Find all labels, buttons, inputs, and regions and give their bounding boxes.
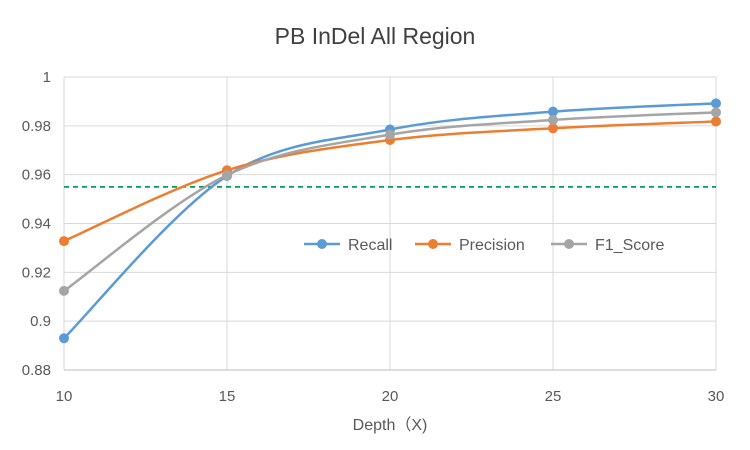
x-tick-label: 25 (545, 388, 562, 405)
y-tick-label: 1 (43, 69, 51, 86)
legend: Recall Precision F1_Score (304, 237, 664, 254)
data-point-f1-score (548, 114, 558, 125)
x-axis-title: Depth（X) (353, 416, 428, 434)
legend-label-precision: Precision (459, 237, 525, 254)
legend-label-f1-score: F1_Score (595, 237, 664, 254)
data-point-f1-score (222, 170, 232, 181)
series-group (59, 98, 721, 344)
x-tick-label: 20 (382, 388, 399, 405)
grid (63, 76, 717, 370)
x-tick-label: 15 (219, 388, 236, 405)
data-point-precision (548, 123, 558, 134)
legend-marker-precision (428, 239, 438, 249)
y-tick-label: 0.98 (22, 118, 51, 135)
x-tick-label: 30 (708, 388, 725, 405)
chart-title: PB InDel All Region (275, 23, 476, 49)
data-point-recall (59, 333, 69, 344)
data-point-precision (711, 116, 721, 127)
axes: 0.88 0.9 0.92 0.94 0.96 0.98 1 10 15 20 25 30 (22, 69, 725, 405)
x-tick-label: 10 (56, 388, 73, 405)
y-tick-label: 0.88 (22, 362, 51, 379)
y-tick-label: 0.96 (22, 167, 51, 184)
data-point-recall (711, 98, 721, 109)
data-point-f1-score (59, 285, 69, 296)
data-point-f1-score (385, 129, 395, 140)
series-line-f1-score (63, 111, 717, 292)
legend-marker-f1-score (564, 239, 574, 249)
legend-label-recall: Recall (348, 237, 392, 254)
data-point-f1-score (711, 107, 721, 118)
y-tick-label: 0.9 (30, 313, 51, 330)
series-line-recall (63, 102, 717, 340)
y-tick-label: 0.92 (22, 264, 51, 281)
data-point-precision (59, 236, 69, 247)
legend-marker-recall (317, 239, 327, 249)
y-tick-label: 0.94 (22, 216, 51, 233)
data-point-recall (548, 106, 558, 117)
